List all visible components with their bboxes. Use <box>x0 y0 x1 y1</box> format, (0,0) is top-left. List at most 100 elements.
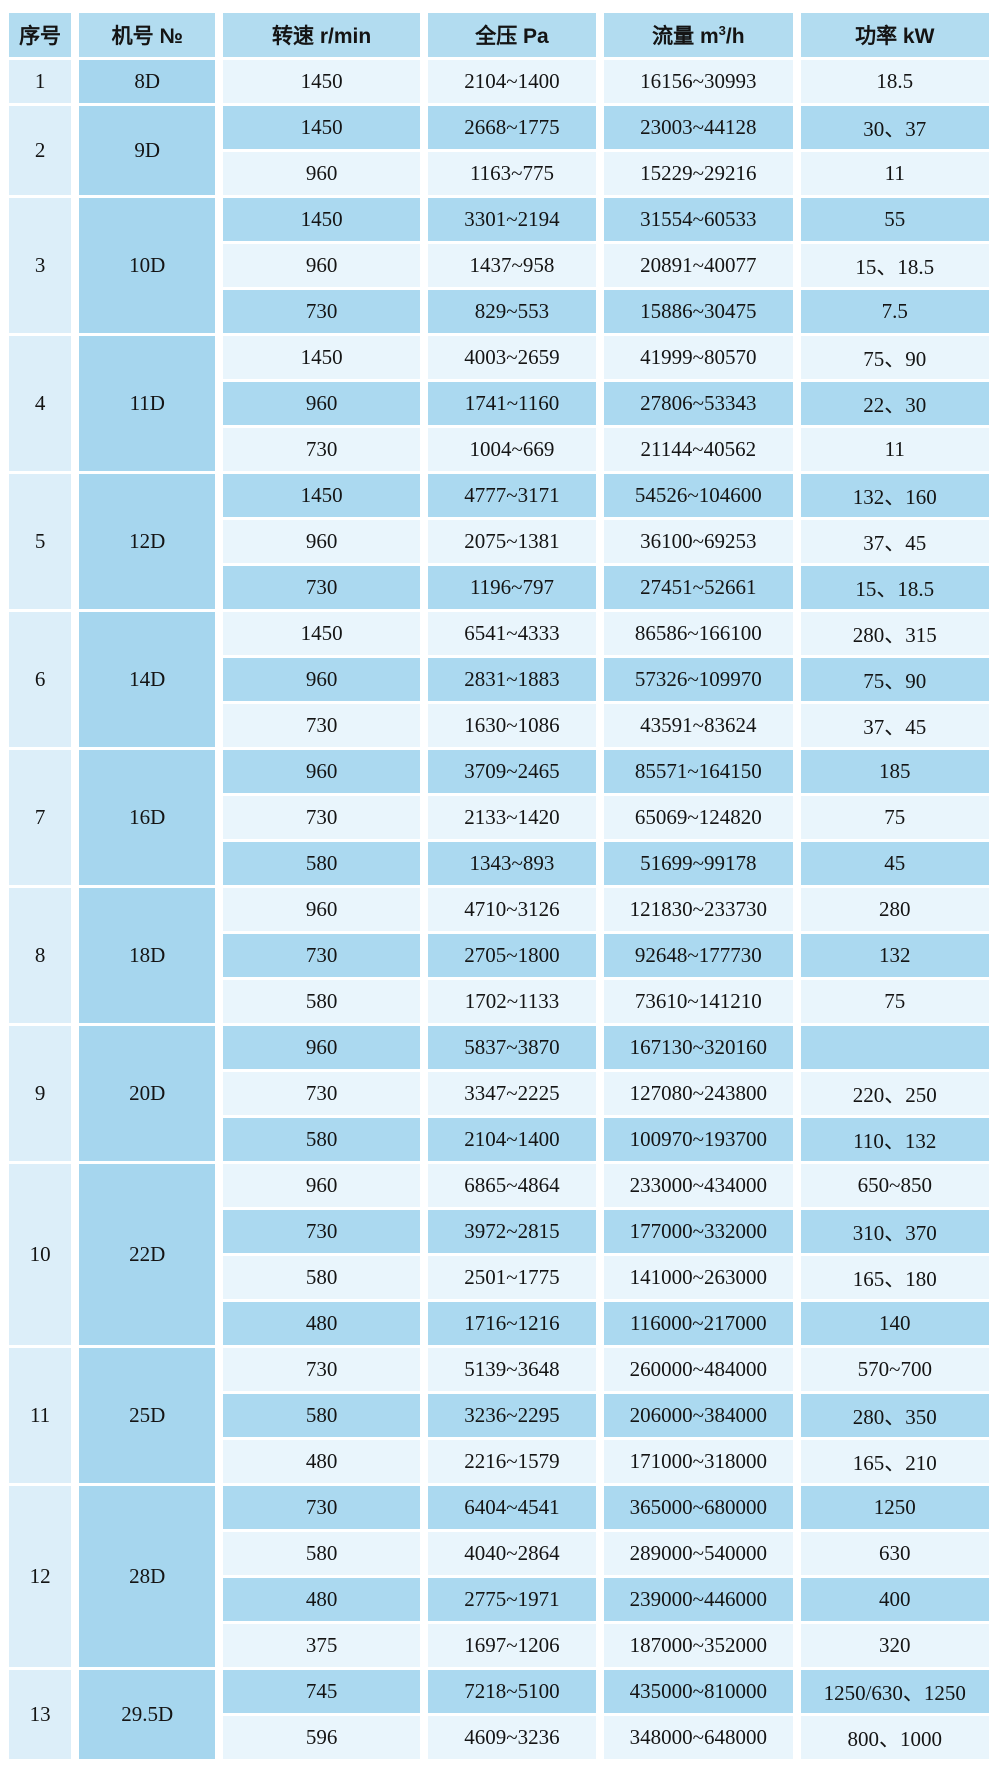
flow-cell: 86586~166100 <box>604 612 793 655</box>
pressure-cell: 1630~1086 <box>427 704 597 747</box>
pressure-cell: 3347~2225 <box>427 1072 597 1115</box>
flow-cell: 51699~99178 <box>604 842 793 885</box>
table-row: 960 2075~1381 36100~69253 37、45 <box>9 520 989 563</box>
pressure-cell: 4777~3171 <box>427 474 597 517</box>
speed-cell: 1450 <box>223 336 420 379</box>
flow-cell: 73610~141210 <box>604 980 793 1023</box>
speed-cell: 730 <box>223 1348 420 1391</box>
speed-cell: 960 <box>223 658 420 701</box>
model-number-cell: 18D <box>79 888 216 1023</box>
speed-cell: 960 <box>223 520 420 563</box>
flow-cell: 92648~177730 <box>604 934 793 977</box>
table-row: 580 2501~1775 141000~263000 165、180 <box>9 1256 989 1299</box>
flow-cell: 36100~69253 <box>604 520 793 563</box>
speed-cell: 730 <box>223 428 420 471</box>
flow-cell: 85571~164150 <box>604 750 793 793</box>
pressure-cell: 5837~3870 <box>427 1026 597 1069</box>
power-cell: 11 <box>800 152 989 195</box>
fan-spec-table: 序号 机号 № 转速 r/min 全压 Pa 流量 m3/h 功率 kW 1 8D… <box>1 10 997 1762</box>
model-number-cell: 8D <box>79 60 216 103</box>
flow-cell: 167130~320160 <box>604 1026 793 1069</box>
pressure-cell: 2501~1775 <box>427 1256 597 1299</box>
speed-cell: 730 <box>223 796 420 839</box>
power-cell: 320 <box>800 1624 989 1667</box>
flow-cell: 121830~233730 <box>604 888 793 931</box>
speed-cell: 596 <box>223 1716 420 1759</box>
speed-cell: 960 <box>223 1164 420 1207</box>
flow-cell: 289000~540000 <box>604 1532 793 1575</box>
speed-cell: 1450 <box>223 198 420 241</box>
power-cell: 45 <box>800 842 989 885</box>
flow-cell: 20891~40077 <box>604 244 793 287</box>
pressure-cell: 6865~4864 <box>427 1164 597 1207</box>
power-cell: 1250 <box>800 1486 989 1529</box>
table-row: 480 2775~1971 239000~446000 400 <box>9 1578 989 1621</box>
speed-cell: 1450 <box>223 474 420 517</box>
speed-cell: 960 <box>223 750 420 793</box>
flow-cell: 187000~352000 <box>604 1624 793 1667</box>
speed-cell: 730 <box>223 290 420 333</box>
speed-cell: 730 <box>223 934 420 977</box>
model-number-cell: 16D <box>79 750 216 885</box>
table-row: 596 4609~3236 348000~648000 800、1000 <box>9 1716 989 1759</box>
speed-cell: 960 <box>223 888 420 931</box>
pressure-cell: 1163~775 <box>427 152 597 195</box>
serial-number-cell: 6 <box>9 612 72 747</box>
pressure-cell: 1343~893 <box>427 842 597 885</box>
pressure-cell: 6541~4333 <box>427 612 597 655</box>
power-cell: 75、90 <box>800 336 989 379</box>
speed-cell: 730 <box>223 1072 420 1115</box>
power-cell: 280 <box>800 888 989 931</box>
model-number-cell: 12D <box>79 474 216 609</box>
col-header-speed: 转速 r/min <box>223 13 420 57</box>
flow-cell: 15886~30475 <box>604 290 793 333</box>
speed-cell: 480 <box>223 1302 420 1345</box>
flow-cell: 54526~104600 <box>604 474 793 517</box>
power-cell: 110、132 <box>800 1118 989 1161</box>
pressure-cell: 2216~1579 <box>427 1440 597 1483</box>
pressure-cell: 1697~1206 <box>427 1624 597 1667</box>
header-row: 序号 机号 № 转速 r/min 全压 Pa 流量 m3/h 功率 kW <box>9 13 989 57</box>
flow-cell: 27806~53343 <box>604 382 793 425</box>
table-row: 960 2831~1883 57326~109970 75、90 <box>9 658 989 701</box>
pressure-cell: 1741~1160 <box>427 382 597 425</box>
power-cell: 140 <box>800 1302 989 1345</box>
table-row: 11 25D 730 5139~3648 260000~484000 570~700 <box>9 1348 989 1483</box>
model-number-cell: 20D <box>79 1026 216 1161</box>
speed-cell: 745 <box>223 1670 420 1713</box>
flow-cell: 57326~109970 <box>604 658 793 701</box>
table-row: 730 2705~1800 92648~177730 132 <box>9 934 989 977</box>
table-row: 960 1163~775 15229~29216 11 <box>9 152 989 195</box>
flow-cell: 65069~124820 <box>604 796 793 839</box>
col-header-model: 机号 № <box>79 13 216 57</box>
power-cell: 400 <box>800 1578 989 1621</box>
serial-number-cell: 11 <box>9 1348 72 1483</box>
pressure-cell: 3236~2295 <box>427 1394 597 1437</box>
pressure-cell: 2133~1420 <box>427 796 597 839</box>
table-row: 580 2104~1400 100970~193700 110、132 <box>9 1118 989 1161</box>
serial-number-cell: 3 <box>9 198 72 333</box>
flow-cell: 31554~60533 <box>604 198 793 241</box>
table-body: 1 8D 1450 2104~1400 16156~30993 18.5 2 9D 1450 26… <box>9 60 989 1759</box>
speed-cell: 730 <box>223 1486 420 1529</box>
pressure-cell: 2104~1400 <box>427 60 597 103</box>
col-header-power: 功率 kW <box>800 13 989 57</box>
table-row: 730 1630~1086 43591~83624 37、45 <box>9 704 989 747</box>
speed-cell: 580 <box>223 1532 420 1575</box>
power-cell: 75、90 <box>800 658 989 701</box>
serial-number-cell: 10 <box>9 1164 72 1345</box>
pressure-cell: 2831~1883 <box>427 658 597 701</box>
speed-cell: 375 <box>223 1624 420 1667</box>
speed-cell: 580 <box>223 1256 420 1299</box>
pressure-cell: 3972~2815 <box>427 1210 597 1253</box>
speed-cell: 960 <box>223 152 420 195</box>
flow-unit-rest: /h <box>725 25 745 48</box>
speed-cell: 580 <box>223 842 420 885</box>
flow-cell: 23003~44128 <box>604 106 793 149</box>
flow-cell: 127080~243800 <box>604 1072 793 1115</box>
flow-cell: 41999~80570 <box>604 336 793 379</box>
power-cell: 220、250 <box>800 1072 989 1115</box>
flow-cell: 177000~332000 <box>604 1210 793 1253</box>
power-cell: 11 <box>800 428 989 471</box>
